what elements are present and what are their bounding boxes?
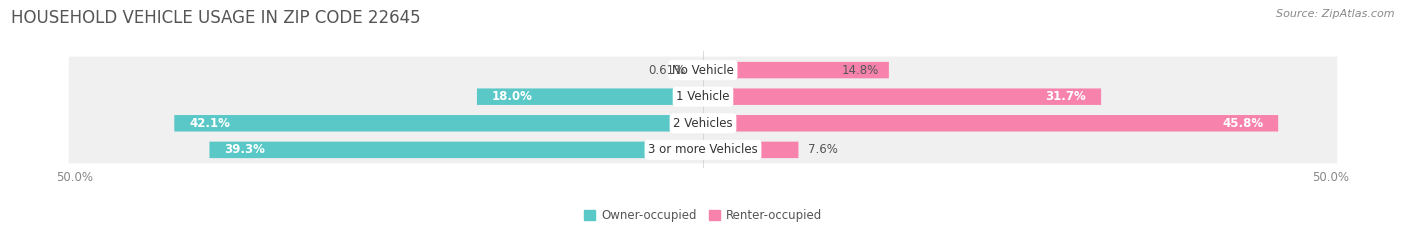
Text: 18.0%: 18.0%	[492, 90, 533, 103]
Text: 39.3%: 39.3%	[225, 143, 266, 156]
Text: 2 Vehicles: 2 Vehicles	[673, 117, 733, 130]
Text: Source: ZipAtlas.com: Source: ZipAtlas.com	[1277, 9, 1395, 19]
FancyBboxPatch shape	[703, 115, 1278, 132]
FancyBboxPatch shape	[69, 110, 1337, 137]
Text: 1 Vehicle: 1 Vehicle	[676, 90, 730, 103]
FancyBboxPatch shape	[69, 136, 1337, 163]
Text: 42.1%: 42.1%	[190, 117, 231, 130]
Text: 0.61%: 0.61%	[648, 64, 685, 77]
Text: 45.8%: 45.8%	[1222, 117, 1263, 130]
FancyBboxPatch shape	[69, 83, 1337, 110]
FancyBboxPatch shape	[174, 115, 703, 132]
Text: HOUSEHOLD VEHICLE USAGE IN ZIP CODE 22645: HOUSEHOLD VEHICLE USAGE IN ZIP CODE 2264…	[11, 9, 420, 27]
FancyBboxPatch shape	[703, 142, 799, 158]
FancyBboxPatch shape	[703, 88, 1101, 105]
Text: No Vehicle: No Vehicle	[672, 64, 734, 77]
Text: 14.8%: 14.8%	[842, 64, 879, 77]
FancyBboxPatch shape	[477, 88, 703, 105]
FancyBboxPatch shape	[703, 62, 889, 78]
Legend: Owner-occupied, Renter-occupied: Owner-occupied, Renter-occupied	[579, 205, 827, 227]
FancyBboxPatch shape	[69, 57, 1337, 84]
FancyBboxPatch shape	[696, 62, 703, 78]
Text: 31.7%: 31.7%	[1045, 90, 1085, 103]
Text: 3 or more Vehicles: 3 or more Vehicles	[648, 143, 758, 156]
FancyBboxPatch shape	[209, 142, 703, 158]
Text: 7.6%: 7.6%	[808, 143, 838, 156]
